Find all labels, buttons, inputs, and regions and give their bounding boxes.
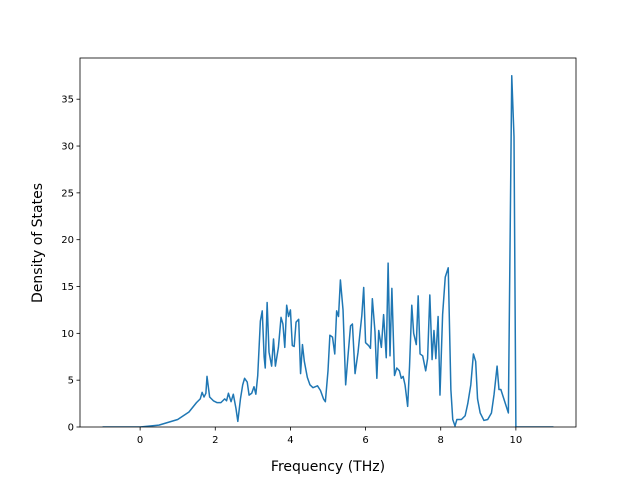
x-tick-label: 4 — [287, 435, 293, 446]
x-tick-label: 8 — [438, 435, 444, 446]
x-tick-label: 6 — [362, 435, 368, 446]
y-tick-label: 5 — [68, 376, 74, 387]
x-tick-label: 10 — [510, 435, 523, 446]
y-tick-label: 20 — [61, 235, 74, 246]
y-tick-label: 25 — [61, 188, 74, 199]
plot-frame — [79, 57, 577, 428]
y-tick-label: 15 — [61, 282, 74, 293]
x-tick-label: 2 — [212, 435, 218, 446]
dos-line — [102, 75, 554, 427]
y-tick-label: 30 — [61, 142, 74, 153]
y-tick-label: 35 — [61, 95, 74, 106]
y-tick-label: 0 — [68, 423, 74, 434]
x-tick-label: 0 — [137, 435, 143, 446]
x-axis-label: Frequency (THz) — [271, 459, 385, 475]
y-axis-label: Density of States — [30, 183, 46, 303]
y-tick-label: 10 — [61, 329, 74, 340]
